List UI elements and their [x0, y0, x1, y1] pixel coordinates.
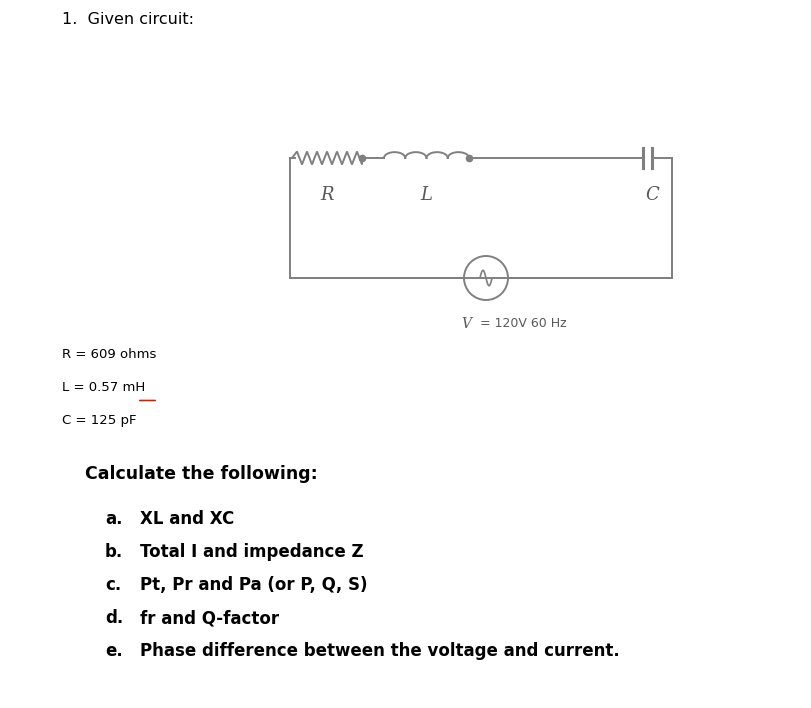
Text: c.: c. [105, 576, 122, 594]
Text: b.: b. [105, 543, 123, 561]
Text: Total I and impedance Z: Total I and impedance Z [140, 543, 363, 561]
Text: V: V [461, 317, 471, 331]
Text: L: L [420, 186, 432, 204]
Text: e.: e. [105, 642, 122, 660]
Text: XL and XC: XL and XC [140, 510, 234, 528]
Text: Pt, Pr and Pa (or P, Q, S): Pt, Pr and Pa (or P, Q, S) [140, 576, 367, 594]
Text: R: R [320, 186, 334, 204]
Text: C: C [645, 186, 659, 204]
Text: 1.  Given circuit:: 1. Given circuit: [62, 12, 194, 27]
Text: Phase difference between the voltage and current.: Phase difference between the voltage and… [140, 642, 620, 660]
Text: = 120V 60 Hz: = 120V 60 Hz [476, 317, 567, 330]
Text: L = 0.57 mH: L = 0.57 mH [62, 381, 145, 394]
Text: R = 609 ohms: R = 609 ohms [62, 348, 157, 361]
Text: a.: a. [105, 510, 122, 528]
Text: d.: d. [105, 609, 123, 627]
Text: Calculate the following:: Calculate the following: [85, 465, 318, 483]
Text: C = 125 pF: C = 125 pF [62, 414, 136, 427]
Text: fr and Q-factor: fr and Q-factor [140, 609, 279, 627]
